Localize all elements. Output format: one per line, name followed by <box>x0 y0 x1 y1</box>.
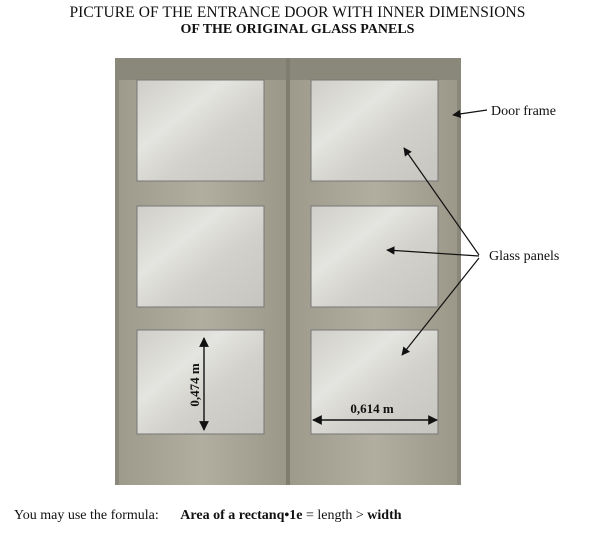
formula-equals: = length > <box>302 508 368 523</box>
formula-term: Area of a rectanq•1e <box>180 508 303 523</box>
glass-panel <box>136 79 265 182</box>
height-dimension-label: 0,474 m <box>187 363 202 407</box>
door-right-edge <box>457 58 461 485</box>
door-center-split <box>286 58 290 485</box>
glass-panel <box>310 329 439 435</box>
glass-panel <box>310 205 439 308</box>
glass-panels-arrow <box>386 246 480 257</box>
formula-lead: You may use the formula: <box>14 508 159 523</box>
title-line-2: OF THE ORIGINAL GLASS PANELS <box>180 22 415 37</box>
glass-panels-label: Glass panels <box>489 249 559 264</box>
glass-panel <box>310 79 439 182</box>
door-frame-label: Door frame <box>491 104 556 119</box>
glass-panels-arrow <box>403 147 480 256</box>
width-dimension-label: 0,614 m <box>350 401 394 416</box>
formula-width-term: width <box>367 508 402 523</box>
glass-panel <box>136 205 265 308</box>
glass-panels-arrow <box>401 257 480 356</box>
door-frame-arrow <box>452 109 488 119</box>
door-left-edge <box>115 58 119 485</box>
title-line-1: PICTURE OF THE ENTRANCE DOOR WITH INNER … <box>69 4 526 21</box>
formula-line: You may use the formula: Area of a recta… <box>14 508 402 524</box>
